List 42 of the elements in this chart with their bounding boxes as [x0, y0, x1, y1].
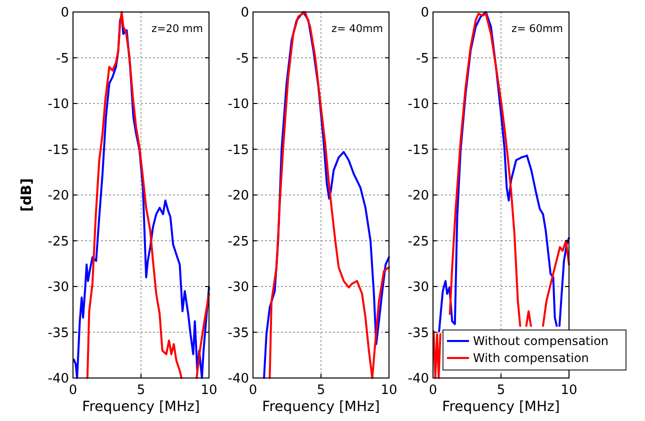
y-tick-label: -20	[48, 188, 69, 204]
y-axis-title: [dB]	[19, 178, 35, 212]
y-tick-label: -15	[228, 142, 249, 158]
y-tick-label: -25	[228, 234, 249, 250]
x-axis-title: Frequency [MHz]	[262, 399, 380, 415]
y-tick-label: -30	[408, 280, 429, 296]
y-tick-label: -10	[48, 97, 69, 112]
y-tick-label: -15	[408, 142, 429, 158]
y-tick-label: -5	[416, 51, 429, 66]
y-tick-label: -40	[408, 372, 429, 387]
legend-label: Without compensation	[473, 334, 609, 348]
y-tick-label: -20	[408, 188, 429, 204]
y-tick-label: -5	[236, 51, 249, 66]
x-tick-label: 10	[560, 383, 578, 398]
x-tick-label: 5	[316, 383, 326, 398]
annotation: z= 40mm	[332, 23, 383, 35]
x-axis-title: Frequency [MHz]	[442, 399, 560, 415]
y-tick-label: -10	[228, 97, 249, 112]
y-tick-label: 0	[60, 6, 69, 21]
y-tick-label: -35	[48, 326, 69, 341]
y-tick-label: -20	[228, 188, 249, 204]
annotation: z= 60mm	[512, 23, 563, 35]
y-tick-label: -5	[56, 51, 69, 66]
x-tick-label: 10	[380, 383, 398, 398]
y-tick-label: 0	[420, 6, 429, 21]
y-tick-label: -35	[408, 326, 429, 341]
y-tick-label: -10	[408, 97, 429, 112]
legend-label: With compensation	[473, 351, 589, 366]
annotation: z=20 mm	[152, 23, 203, 35]
y-tick-label: -40	[228, 372, 249, 387]
y-tick-label: -40	[48, 372, 69, 387]
y-tick-label: -25	[48, 234, 69, 250]
y-tick-label: -25	[408, 234, 429, 250]
x-tick-label: 5	[496, 383, 506, 398]
x-tick-label: 10	[200, 383, 218, 398]
y-tick-label: -30	[48, 280, 69, 296]
x-tick-label: 5	[136, 383, 146, 398]
y-tick-label: -30	[228, 280, 249, 296]
y-tick-label: 0	[240, 6, 249, 21]
x-axis-title: Frequency [MHz]	[82, 399, 200, 415]
y-tick-label: -15	[48, 142, 69, 158]
y-tick-label: -35	[228, 326, 249, 341]
